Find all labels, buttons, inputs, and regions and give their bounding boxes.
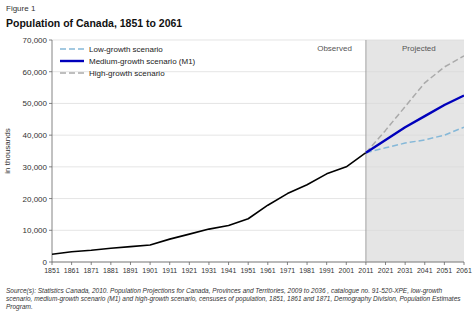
projected-region [366,40,464,262]
legend-swatch [60,60,84,62]
y-tick [49,262,52,263]
y-tick-label: 60,000 [23,68,48,77]
x-tick-label: 2001 [338,267,354,274]
x-tick-label: 1871 [83,267,99,274]
legend-label: Low-growth scenario [89,45,163,54]
x-tick-label: 2051 [437,267,453,274]
y-tick [49,166,52,167]
legend-label: Medium-growth scenario (M1) [89,57,196,66]
y-tick-label: 50,000 [23,99,48,108]
x-axis [52,262,464,263]
y-tick-label: 10,000 [23,226,48,235]
x-tick-label: 1921 [182,267,198,274]
x-tick-label: 1891 [123,267,139,274]
x-tick-label: 1981 [299,267,315,274]
y-tick-label: 30,000 [23,163,48,172]
x-tick-label: 1881 [103,267,119,274]
legend: Low-growth scenario Medium-growth scenari… [60,45,196,78]
figure-label: Figure 1 [6,4,36,13]
x-tick-label: 2061 [456,267,472,274]
x-tick [228,262,229,265]
x-tick [189,262,190,265]
x-tick [326,262,327,265]
x-tick [91,262,92,265]
annotation: Observed [317,44,352,53]
x-tick-label: 1931 [201,267,217,274]
x-tick [385,262,386,265]
grid-line [52,198,464,199]
x-tick [464,262,465,265]
series-line [366,56,464,153]
y-tick [49,135,52,136]
y-tick [49,40,52,41]
x-tick [424,262,425,265]
legend-swatch [60,72,84,74]
x-tick [287,262,288,265]
grid-line [52,103,464,104]
x-tick-label: 1941 [221,267,237,274]
y-axis-label: in thousands [3,128,12,173]
annotation: Projected [402,44,436,53]
grid-line [52,262,464,263]
chart: Figure 1 Population of Canada, 1851 to 20… [0,0,474,313]
x-tick [307,262,308,265]
x-tick [267,262,268,265]
y-tick-label: 70,000 [23,36,48,45]
x-tick [52,262,53,265]
x-tick [169,262,170,265]
y-tick-label: 40,000 [23,131,48,140]
y-tick [49,71,52,72]
x-tick [71,262,72,265]
x-tick-label: 1911 [162,267,177,274]
x-tick-label: 2011 [358,267,373,274]
y-tick [49,198,52,199]
x-tick [110,262,111,265]
grid-line [52,230,464,231]
grid-line [52,135,464,136]
legend-label: High-growth scenario [89,69,165,78]
x-tick [248,262,249,265]
x-tick-label: 1971 [280,267,296,274]
y-tick-label: 0 [43,258,48,267]
x-tick [405,262,406,265]
x-tick-label: 1951 [240,267,256,274]
grid-line [52,166,464,167]
x-tick-label: 1991 [319,267,335,274]
x-tick-label: 1861 [64,267,80,274]
x-tick [150,262,151,265]
y-tick-label: 20,000 [23,195,48,204]
x-tick [130,262,131,265]
source-note: Source(s): Statistics Canada, 2010. Popu… [6,287,461,311]
x-tick-label: 2031 [397,267,413,274]
series-line [52,153,366,255]
x-tick-label: 1851 [44,267,60,274]
x-tick-label: 2021 [378,267,394,274]
y-axis [52,40,53,262]
grid-line [52,40,464,41]
x-tick [208,262,209,265]
x-tick-label: 1901 [142,267,158,274]
title: Population of Canada, 1851 to 2061 [6,17,182,29]
y-tick [49,230,52,231]
x-tick-label: 2041 [417,267,433,274]
series-group [52,56,464,254]
series-line [366,127,464,152]
series-line [366,96,464,153]
x-tick-label: 1961 [260,267,276,274]
x-tick [346,262,347,265]
legend-swatch [60,48,84,50]
x-tick [444,262,445,265]
x-tick [365,262,366,265]
y-tick [49,103,52,104]
